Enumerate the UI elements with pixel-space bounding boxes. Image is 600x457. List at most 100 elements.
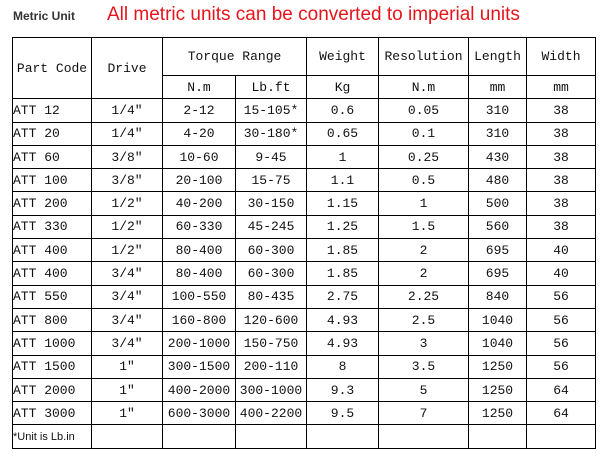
cell-resolution: 2.5 [378, 307, 469, 333]
cell-part-code: ATT 200 [12, 191, 92, 216]
cell-length: 310 [468, 98, 527, 123]
cell-torque-nm: 600-3000 [162, 401, 236, 426]
unit-weight: Kg [306, 74, 379, 100]
cell-weight: 1.85 [306, 238, 379, 263]
cell-length: 480 [468, 168, 527, 193]
cell-torque-lbft: 60-300 [235, 238, 307, 263]
cell-torque-lbft: 9-45 [235, 144, 307, 170]
cell-weight: 0.6 [306, 98, 379, 123]
footnote-row: *Unit is Lb.in [12, 424, 596, 449]
cell-drive: 1″ [91, 377, 163, 403]
header-weight: Weight [306, 37, 379, 76]
header-resolution: Resolution [378, 37, 469, 76]
cell-length: 695 [468, 238, 527, 263]
cell-part-code: ATT 330 [12, 214, 92, 240]
table-row: ATT 12 1/4″ 2-12 15-105* 0.6 0.05 310 38 [12, 98, 596, 123]
cell-length: 500 [468, 191, 527, 216]
footnote: *Unit is Lb.in [12, 424, 92, 449]
cell-torque-lbft: 300-1000 [235, 377, 307, 403]
cell-part-code: ATT 400 [12, 261, 92, 286]
cell-resolution: 0.5 [378, 168, 469, 193]
cell-part-code: ATT 550 [12, 284, 92, 309]
cell-length: 1040 [468, 307, 527, 333]
table-row: ATT 100 3/8″ 20-100 15-75 1.1 0.5 480 38 [12, 168, 596, 193]
unit-length: mm [468, 74, 527, 100]
cell-weight: 4.93 [306, 331, 379, 356]
cell-torque-nm: 40-200 [162, 191, 236, 216]
cell-weight: 1 [306, 144, 379, 170]
cell-drive: 1/2″ [91, 191, 163, 216]
table-row: ATT 330 1/2″ 60-330 45-245 1.25 1.5 560 38 [12, 214, 596, 240]
cell-resolution: 2 [378, 261, 469, 286]
cell-torque-lbft: 30-150 [235, 191, 307, 216]
table-row: ATT 60 3/8″ 10-60 9-45 1 0.25 430 38 [12, 144, 596, 170]
cell-drive: 1/2″ [91, 214, 163, 240]
cell-width: 40 [526, 238, 596, 263]
cell-length: 1250 [468, 401, 527, 426]
cell-resolution: 1 [378, 191, 469, 216]
cell-torque-nm: 20-100 [162, 168, 236, 193]
cell-torque-nm: 160-800 [162, 307, 236, 333]
cell-torque-lbft: 15-105* [235, 98, 307, 123]
table-row: ATT 1000 3/4″ 200-1000 150-750 4.93 3 1040 56 [12, 331, 596, 356]
cell-weight: 1.1 [306, 168, 379, 193]
cell-torque-nm: 80-400 [162, 261, 236, 286]
cell-weight: 8 [306, 354, 379, 379]
cell-length: 560 [468, 214, 527, 240]
cell-drive: 1″ [91, 401, 163, 426]
header-width: Width [526, 37, 596, 76]
cell-width: 38 [526, 98, 596, 123]
cell-torque-lbft: 120-600 [235, 307, 307, 333]
cell-torque-lbft: 400-2200 [235, 401, 307, 426]
table-row: ATT 2000 1″ 400-2000 300-1000 9.3 5 1250 64 [12, 377, 596, 403]
cell-width: 64 [526, 401, 596, 426]
cell-torque-lbft: 200-110 [235, 354, 307, 379]
unit-width: mm [526, 74, 596, 100]
empty-cell [162, 424, 236, 449]
table-row: ATT 3000 1″ 600-3000 400-2200 9.5 7 1250 64 [12, 401, 596, 426]
cell-resolution: 5 [378, 377, 469, 403]
cell-length: 430 [468, 144, 527, 170]
cell-drive: 3/4″ [91, 261, 163, 286]
cell-resolution: 0.05 [378, 98, 469, 123]
table-row: ATT 200 1/2″ 40-200 30-150 1.15 1 500 38 [12, 191, 596, 216]
cell-part-code: ATT 1000 [12, 331, 92, 356]
cell-torque-lbft: 30-180* [235, 121, 307, 146]
cell-torque-lbft: 150-750 [235, 331, 307, 356]
cell-drive: 1/4″ [91, 98, 163, 123]
cell-torque-nm: 2-12 [162, 98, 236, 123]
table-row: ATT 400 3/4″ 80-400 60-300 1.85 2 695 40 [12, 261, 596, 286]
cell-part-code: ATT 100 [12, 168, 92, 193]
cell-width: 56 [526, 284, 596, 309]
cell-drive: 1/4″ [91, 121, 163, 146]
cell-resolution: 1.5 [378, 214, 469, 240]
cell-weight: 1.85 [306, 261, 379, 286]
cell-part-code: ATT 2000 [12, 377, 92, 403]
empty-cell [91, 424, 163, 449]
cell-part-code: ATT 400 [12, 238, 92, 263]
cell-torque-lbft: 60-300 [235, 261, 307, 286]
cell-resolution: 3 [378, 331, 469, 356]
empty-cell [306, 424, 379, 449]
cell-resolution: 0.25 [378, 144, 469, 170]
header-part-code: Part Code [12, 36, 92, 100]
cell-weight: 1.25 [306, 214, 379, 240]
header-length: Length [468, 37, 527, 76]
cell-torque-nm: 4-20 [162, 121, 236, 146]
unit-torque-nm: N.m [162, 74, 236, 100]
cell-resolution: 3.5 [378, 354, 469, 379]
cell-width: 56 [526, 354, 596, 379]
table-row: ATT 550 3/4″ 100-550 80-435 2.75 2.25 840 56 [12, 284, 596, 309]
empty-cell [235, 424, 307, 449]
cell-width: 56 [526, 307, 596, 333]
header-torque-range: Torque Range [162, 37, 307, 76]
cell-width: 40 [526, 261, 596, 286]
cell-weight: 0.65 [306, 121, 379, 146]
cell-drive: 3/8″ [91, 144, 163, 170]
cell-drive: 3/4″ [91, 331, 163, 356]
page-title: All metric units can be converted to imp… [107, 4, 520, 25]
table-row: ATT 1500 1″ 300-1500 200-110 8 3.5 1250 56 [12, 354, 596, 379]
cell-resolution: 7 [378, 401, 469, 426]
cell-width: 38 [526, 144, 596, 170]
metric-unit-label: Metric Unit [13, 9, 76, 23]
